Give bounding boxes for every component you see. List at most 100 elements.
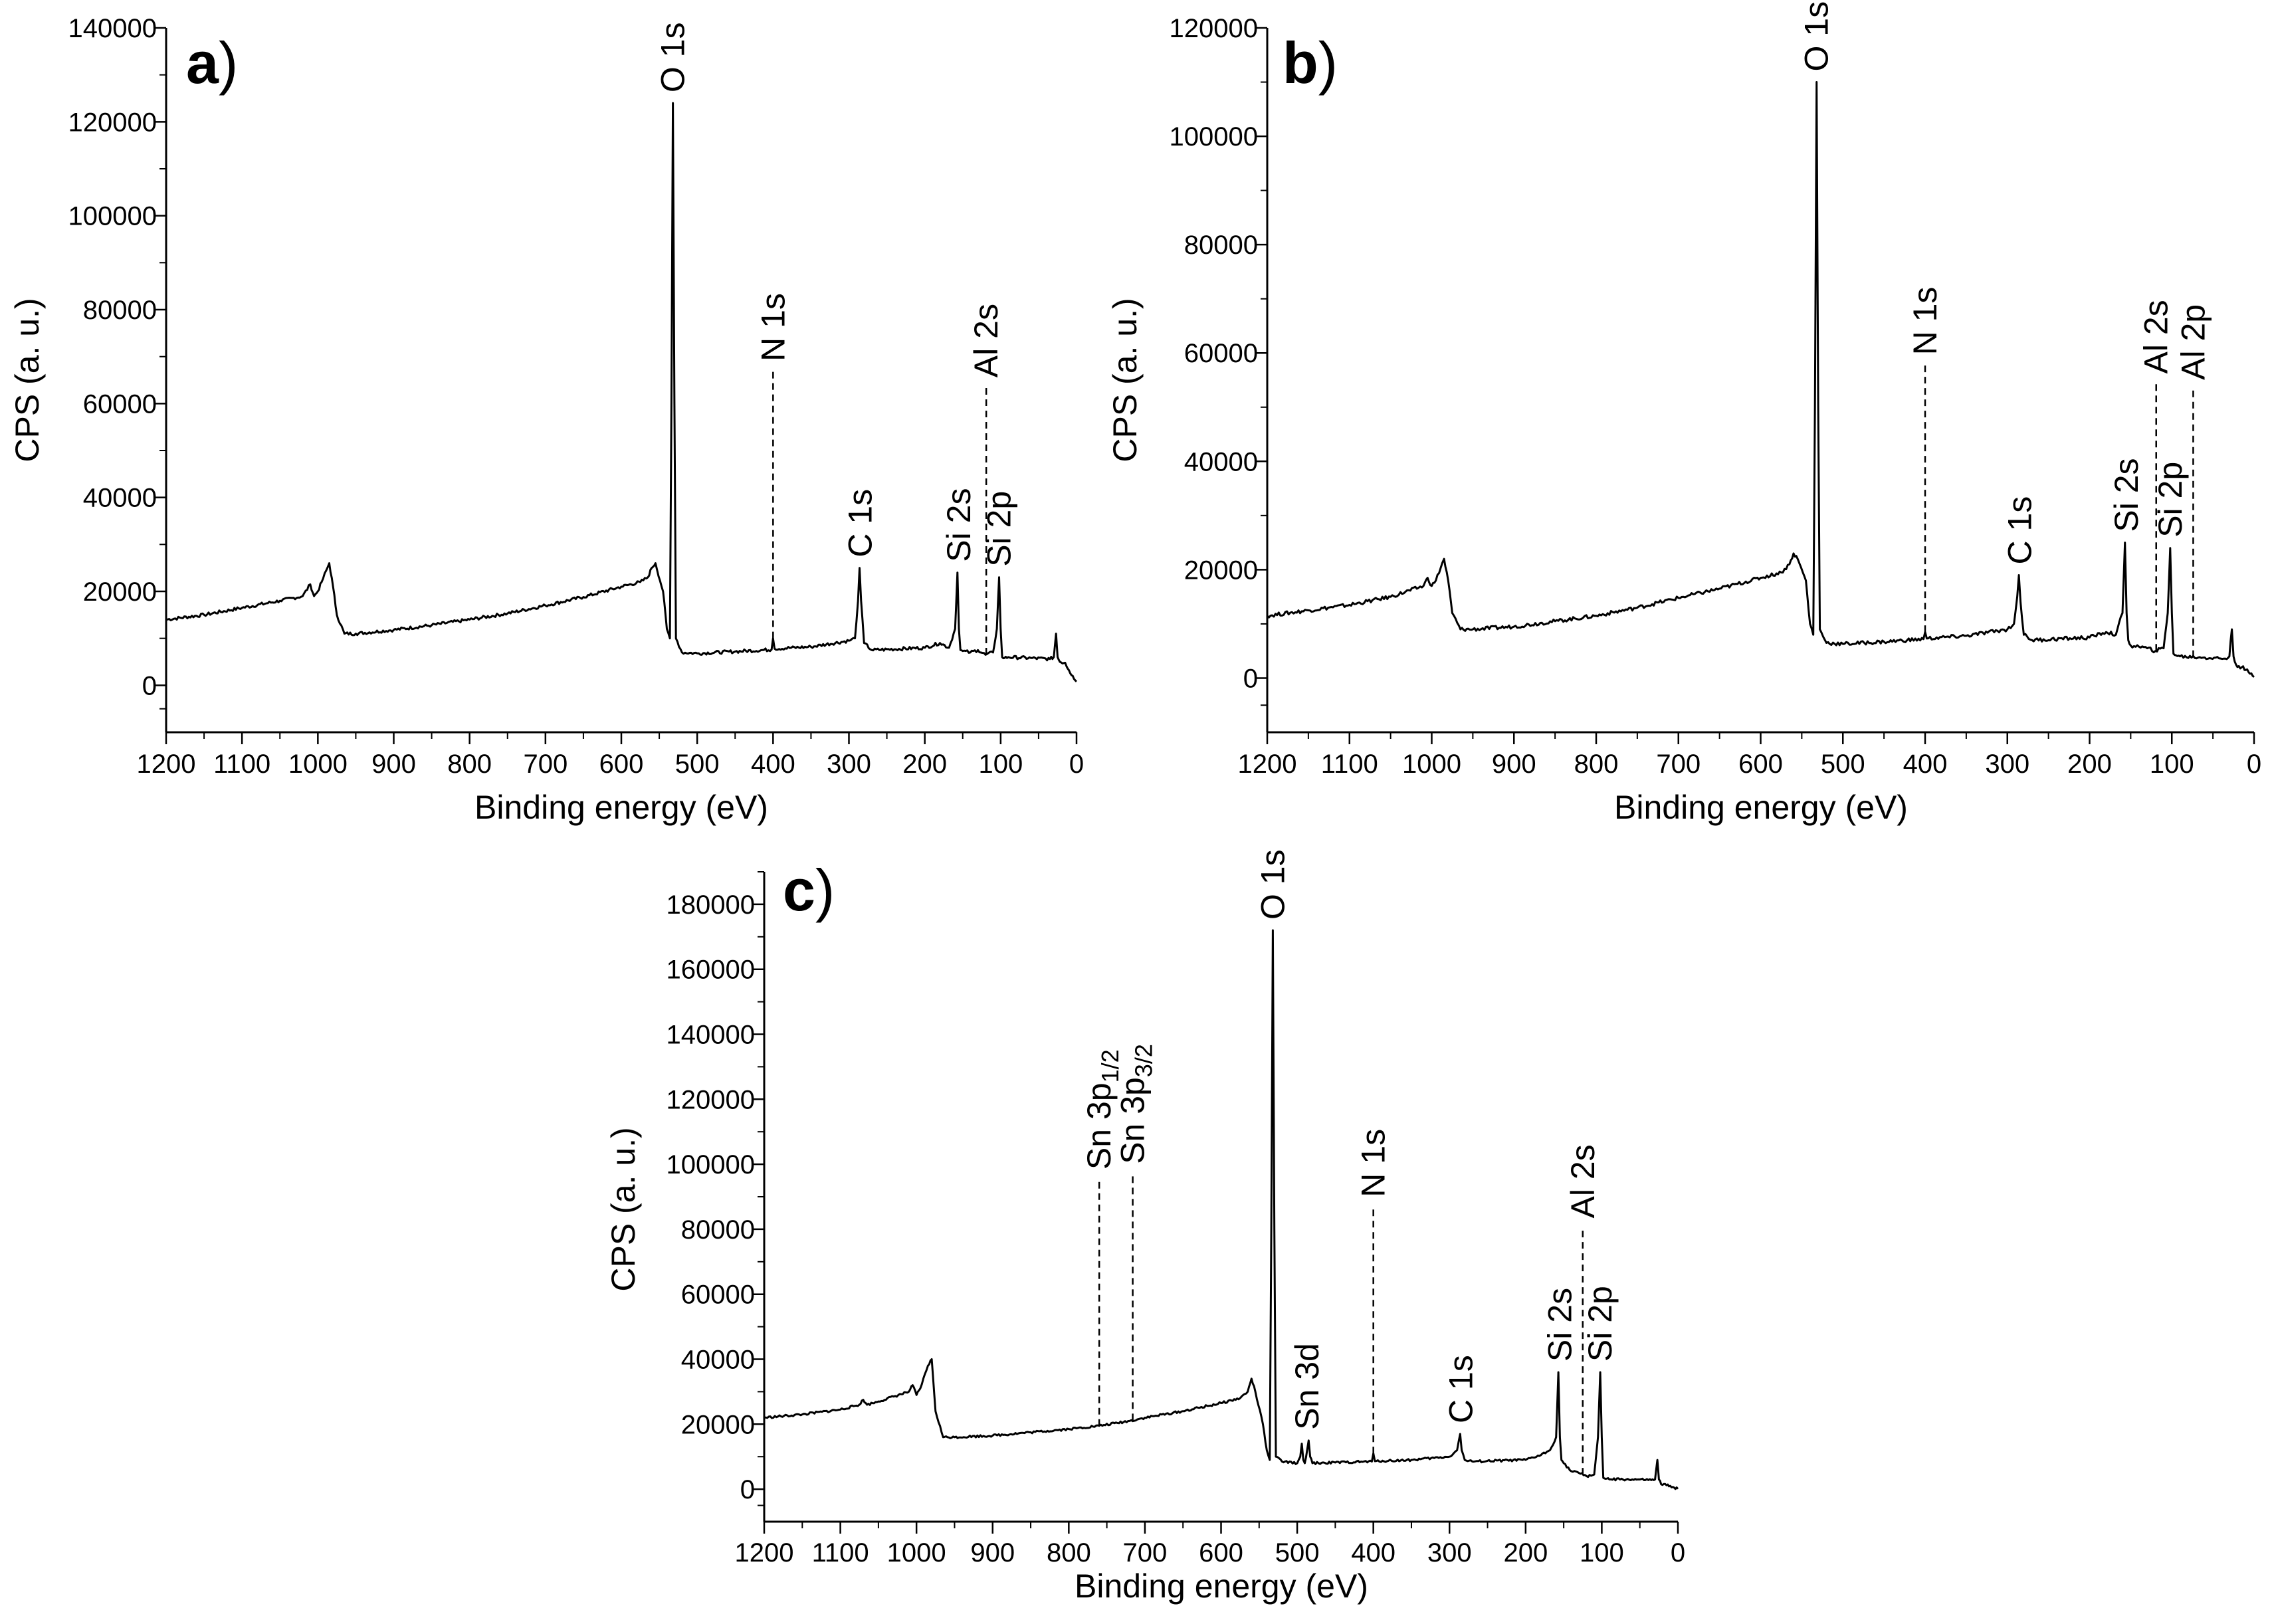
panel-c-x-tick-label: 100: [1580, 1538, 1624, 1568]
panel-a-x-tick-label: 800: [447, 750, 492, 779]
panel-b-y-axis-title: CPS (a. u.): [1106, 298, 1144, 462]
panel-b-x-tick-label: 0: [2247, 750, 2261, 779]
panel-b-spectrum-line: [1266, 81, 2255, 678]
panel-c-y-tick-label: 60000: [681, 1280, 755, 1310]
panel-b-x-tick-label: 500: [1821, 750, 1865, 779]
panel-b-x-tick-label: 800: [1574, 750, 1619, 779]
panel-c-x-tick-label: 1100: [812, 1538, 869, 1568]
panel-a-x-tick-label: 100: [978, 750, 1023, 779]
panel-a-peak-label: O 1s: [655, 23, 692, 93]
panel-c-peak-label: Si 2s: [1541, 1288, 1578, 1362]
panel-b-x-tick-label: 1200: [1238, 750, 1297, 779]
panel-b-paren: ): [1318, 30, 1338, 96]
panel-c-x-tick-label: 600: [1199, 1538, 1243, 1568]
panel-c-y-tick-label: 140000: [667, 1021, 755, 1050]
panel-c-peak-label-subscript: 3/2: [1130, 1044, 1158, 1077]
panel-b-peak-label: Si 2p: [2152, 462, 2189, 538]
panel-a-y-axis-title: CPS (a. u.): [9, 298, 46, 462]
panel-c-peak-label: Sn 3d: [1289, 1343, 1326, 1430]
panel-c-paren: ): [815, 857, 835, 923]
panel-a-spectrum-line: [165, 102, 1078, 682]
panel-a-x-axis-title: Binding energy (eV): [474, 789, 768, 826]
panel-c-spectrum-line: [764, 929, 1679, 1490]
panel-c-x-tick-label: 200: [1503, 1538, 1548, 1568]
panel-b-x-tick-label: 100: [2150, 750, 2194, 779]
panel-c-y-tick-label: 80000: [681, 1215, 755, 1245]
panel-c-y-tick-label: 20000: [681, 1410, 755, 1439]
panel-c-x-tick-label: 1000: [887, 1538, 946, 1568]
panel-c: c) Binding energy (eV) CPS (a. u.) 1200 1…: [605, 849, 1685, 1605]
panel-c-y-axis-title: CPS (a. u.): [605, 1127, 642, 1291]
panel-a-peak-label: Si 2s: [940, 488, 978, 562]
panel-c-x-tick-label: 0: [1671, 1538, 1685, 1568]
panel-a-y-tick-label: 120000: [68, 108, 157, 137]
panel-b-peak-label: C 1s: [2001, 496, 2038, 565]
panel-b-x-tick-label: 300: [1985, 750, 2029, 779]
panel-c-y-tick-label: 40000: [681, 1346, 755, 1375]
panel-c-y-tick-label: 100000: [667, 1150, 755, 1179]
panel-a-x-tick-label: 1100: [213, 750, 270, 779]
panel-c-label: c): [783, 857, 835, 923]
panel-c-y-tick-label: 0: [740, 1475, 755, 1504]
panel-c-peak-label: Si 2p: [1582, 1286, 1619, 1362]
panel-a-x-tick-label: 200: [902, 750, 947, 779]
panel-a-y-tick-label: 60000: [83, 389, 157, 419]
panel-a-x-tick-label: 500: [675, 750, 720, 779]
panel-b-peak-label: Si 2s: [2108, 458, 2145, 532]
panel-b-x-tick-label: 1100: [1321, 750, 1378, 779]
panel-b-peak-label: Al 2s: [2138, 300, 2175, 373]
panel-b-x-axis-title: Binding energy (eV): [1614, 789, 1908, 826]
panel-c-peak-label: C 1s: [1442, 1355, 1479, 1423]
panel-a-y-tick-label: 20000: [83, 577, 157, 607]
panel-c-x-tick-label: 800: [1047, 1538, 1091, 1568]
panel-b-label: b): [1283, 30, 1338, 96]
panel-a-x-tick-label: 400: [751, 750, 795, 779]
panel-b-y-tick-label: 100000: [1170, 122, 1258, 152]
panel-c-x-tick-label: 700: [1123, 1538, 1168, 1568]
panel-a-x-tick-label: 1000: [288, 750, 348, 779]
panel-c-x-tick-label: 1200: [735, 1538, 794, 1568]
panel-b-letter: b: [1283, 30, 1318, 96]
panel-c-y-tick-label: 180000: [667, 890, 755, 920]
panel-c-letter: c: [783, 857, 815, 923]
panel-b-x-tick-label: 200: [2067, 750, 2112, 779]
panel-a-x-tick-label: 900: [371, 750, 416, 779]
panel-a-x-tick-label: 600: [599, 750, 644, 779]
panel-a-letter: a: [186, 30, 219, 96]
panel-a-y-tick-label: 100000: [68, 202, 157, 231]
panel-a-x-tick-label: 1200: [137, 750, 196, 779]
panel-a-y-tick-label: 40000: [83, 484, 157, 513]
panel-a-x-tick-label: 700: [523, 750, 568, 779]
panel-c-peak-label: Sn 3p3/2: [1114, 1044, 1158, 1164]
panel-c-y-tick-label: 160000: [667, 956, 755, 985]
panel-c-x-tick-label: 900: [970, 1538, 1015, 1568]
panel-b-y-tick-label: 0: [1243, 664, 1258, 693]
panel-a-peak-label: Si 2p: [981, 491, 1018, 567]
panel-a-y-tick-label: 0: [142, 671, 157, 700]
panel-a-peak-label: N 1s: [754, 293, 791, 361]
panel-b-x-tick-label: 700: [1656, 750, 1701, 779]
panel-c-peak-label: O 1s: [1254, 849, 1291, 920]
panel-b-y-tick-label: 80000: [1184, 231, 1258, 260]
panel-b-peak-label: N 1s: [1907, 287, 1944, 355]
panel-a-x-tick-label: 300: [827, 750, 871, 779]
panel-b-x-tick-label: 400: [1903, 750, 1948, 779]
panel-a-peak-label: Al 2s: [968, 304, 1005, 377]
panel-a: a) Binding energy (eV) CPS (a. u.) 1200 1…: [9, 14, 1084, 826]
panel-a-y-tick-label: 80000: [83, 296, 157, 325]
panel-c-x-tick-label: 400: [1351, 1538, 1395, 1568]
panel-b-y-tick-label: 60000: [1184, 339, 1258, 368]
panel-c-x-tick-label: 500: [1275, 1538, 1320, 1568]
panel-a-y-tick-label: 140000: [68, 14, 157, 43]
panel-b: b) Binding energy (eV) CPS (a. u.) 1200 1…: [1106, 1, 2261, 826]
panel-a-label: a): [186, 30, 238, 96]
panel-b-y-tick-label: 120000: [1170, 14, 1258, 43]
panel-c-peak-label-subscript: 1/2: [1096, 1049, 1124, 1082]
panel-a-x-tick-label: 0: [1069, 750, 1084, 779]
panel-a-peak-label: C 1s: [842, 489, 879, 558]
panel-b-x-tick-label: 1000: [1402, 750, 1461, 779]
panel-b-y-tick-label: 20000: [1184, 556, 1258, 585]
panel-a-paren: ): [219, 30, 238, 96]
panel-c-peak-label: N 1s: [1355, 1129, 1392, 1197]
